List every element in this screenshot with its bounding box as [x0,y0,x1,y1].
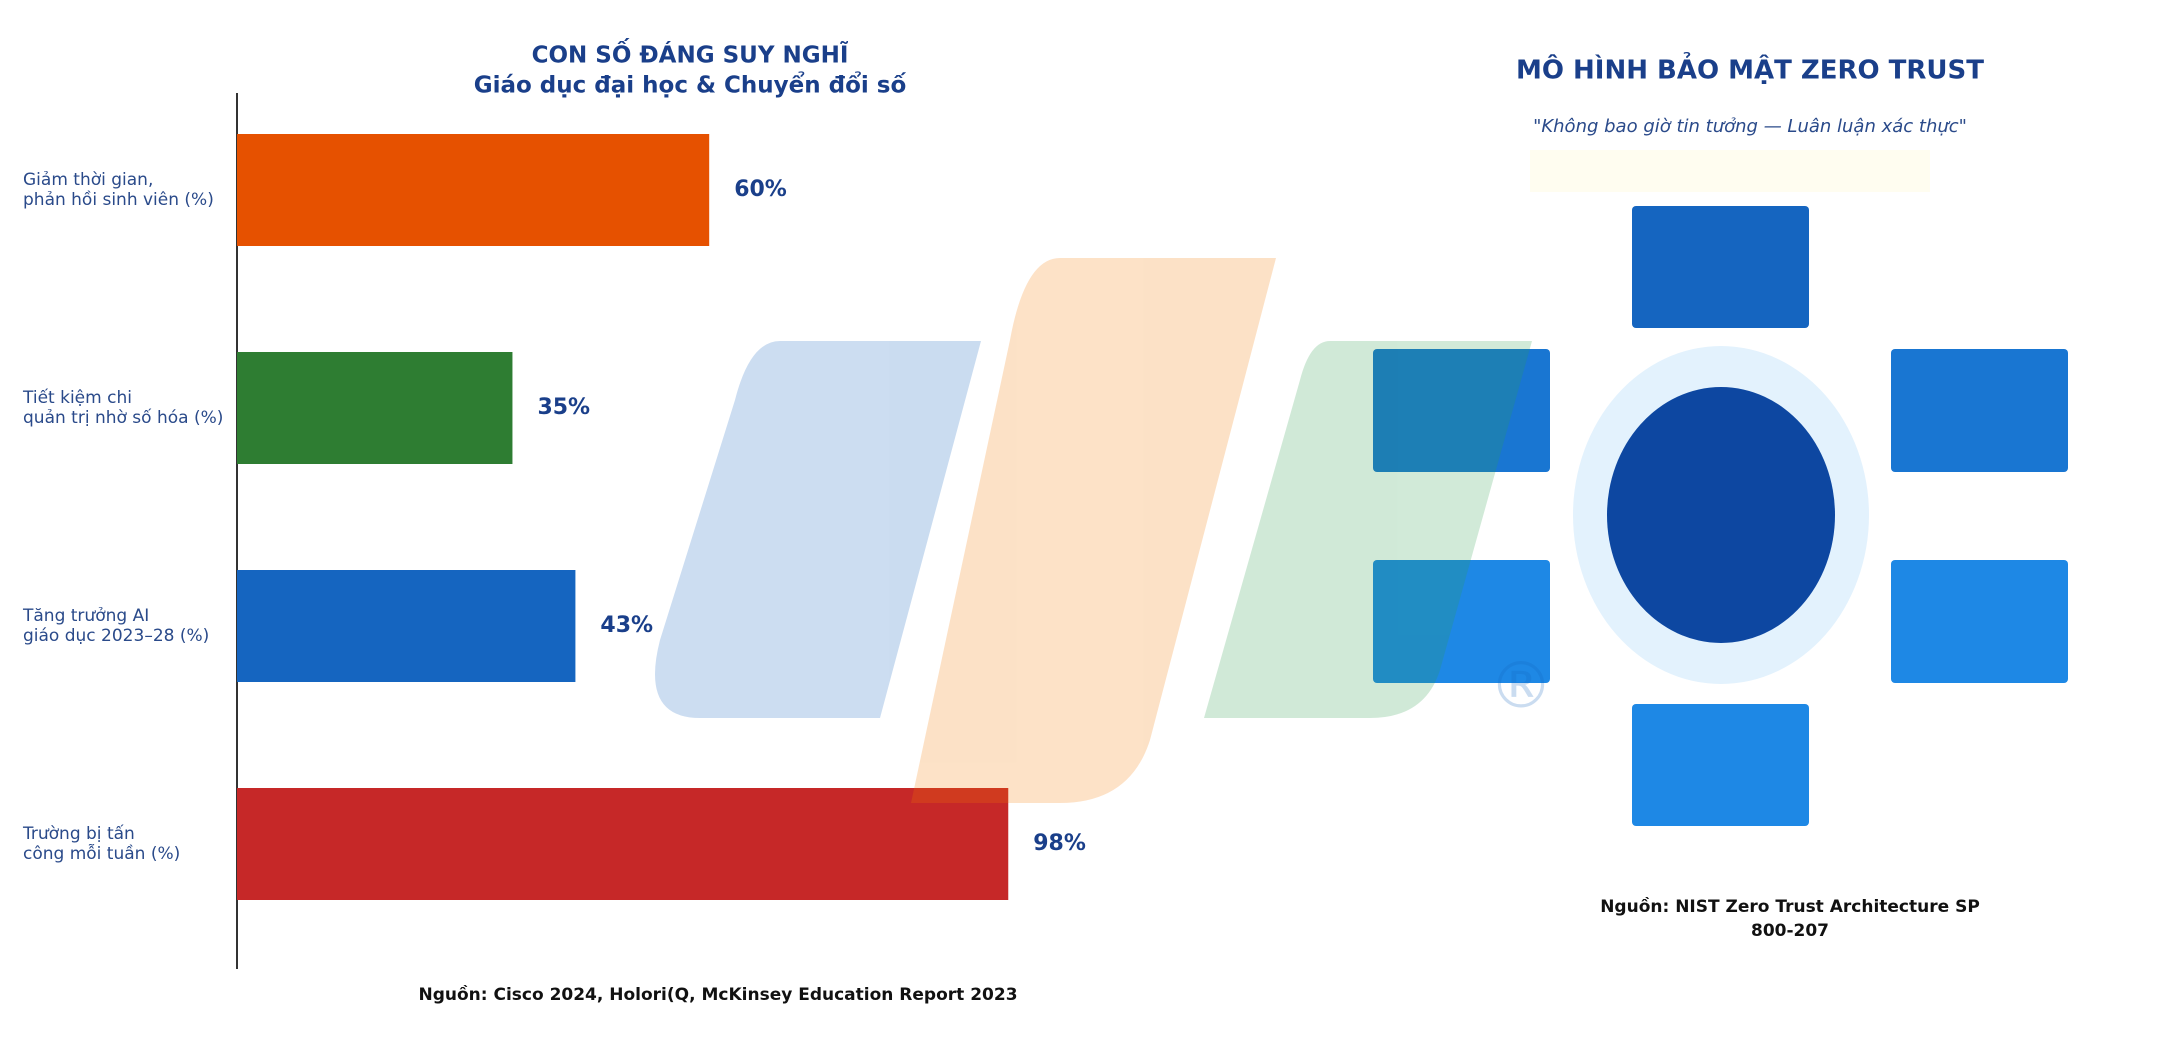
category-label: Tiết kiệm chi quản trị nhờ số hóa (%) [22,387,223,428]
category-line: giáo dục 2023–28 (%) [23,626,209,646]
logo-watermark: ® [655,258,1553,803]
category-line: Trường bị tấn [22,823,135,844]
value-label: 98% [1033,831,1086,856]
bar-chart: CON SỐ ĐÁNG SUY NGHĨ Giáo dục đại học & … [22,38,1086,1006]
chart-subtitle: Giáo dục đại học & Chuyển đổi số [474,71,907,99]
category-line: Tăng trưởng AI [22,606,149,626]
chart-title: CON SỐ ĐÁNG SUY NGHĨ [532,38,849,69]
value-label: 43% [600,613,653,638]
core-node [1607,387,1835,643]
category-label: Tăng trưởng AI giáo dục 2023–28 (%) [22,606,209,646]
category-label: Giảm thời gian, phản hồi sinh viên (%) [23,170,214,210]
node-box [1891,560,2068,683]
diagram-source: Nguồn: NIST Zero Trust Architecture SP [1600,896,1980,917]
logo-mark: ® [1489,650,1553,724]
category-line: Giảm thời gian, [23,170,153,190]
logo-shape [1204,341,1532,718]
category-label: Trường bị tấn công mỗi tuần (%) [22,823,180,864]
subtitle-box [1530,150,1930,192]
node-box [1373,349,1550,472]
node-box [1632,206,1809,328]
logo-shape [911,258,1276,803]
category-line: công mỗi tuần (%) [23,843,180,864]
value-label: 60% [734,177,787,202]
chart-source: Nguồn: Cisco 2024, Holori(Q, McKinsey Ed… [418,984,1017,1005]
bar [237,134,710,246]
logo-shape [655,341,981,718]
bar [237,788,1009,900]
diagram-subtitle: "Không bao giờ tin tưởng — Luân luận xác… [1533,116,1967,137]
category-line: phản hồi sinh viên (%) [23,189,214,210]
bar [237,352,513,464]
value-label: 35% [537,395,590,420]
node-box [1373,560,1550,683]
zero-trust-diagram: MÔ HÌNH BẢO MẬT ZERO TRUST "Không bao gi… [1373,51,2068,941]
category-line: Tiết kiệm chi [22,387,132,408]
category-line: quản trị nhờ số hóa (%) [23,407,223,428]
node-box [1891,349,2068,472]
diagram-title: MÔ HÌNH BẢO MẬT ZERO TRUST [1516,51,1984,86]
bar [237,570,576,682]
diagram-source: 800-207 [1751,921,1829,941]
node-box [1632,704,1809,826]
